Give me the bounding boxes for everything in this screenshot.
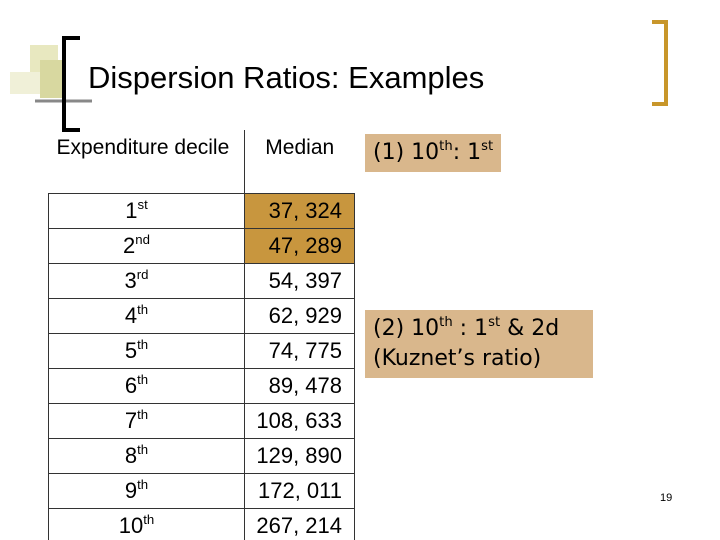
column-header: Expenditure decile	[48, 130, 245, 194]
decile-number: 7	[124, 407, 138, 433]
median-cell: 129, 890	[244, 437, 355, 474]
table-row: 7th 108, 633	[48, 402, 355, 439]
decile-number: 4	[124, 302, 138, 328]
note-line: (1) 10th: 1st	[373, 138, 493, 168]
decile-number: 10	[118, 512, 144, 538]
median-cell: 47, 289	[244, 227, 355, 264]
table-row: 1st 37, 324	[48, 192, 355, 229]
median-cell: 89, 478	[244, 367, 355, 404]
decile-cell: 5th	[48, 332, 245, 369]
note-superscript: st	[481, 138, 494, 154]
table-row: 8th 129, 890	[48, 437, 355, 474]
page-number: 19	[660, 492, 673, 504]
header-row: Expenditure decile Median	[48, 130, 355, 194]
table-row: 3rd 54, 397	[48, 262, 355, 299]
note-line: (2) 10th : 1st & 2d	[373, 314, 585, 344]
note-text: : 1	[452, 316, 489, 341]
decile-number: 1	[125, 197, 138, 223]
decile-cell: 4th	[48, 297, 245, 334]
decile-suffix: rd	[136, 266, 149, 282]
decile-number: 3	[124, 267, 137, 293]
decile-suffix: th	[137, 336, 149, 352]
decile-number: 5	[124, 337, 138, 363]
median-cell: 108, 633	[244, 402, 355, 439]
median-cell: 172, 011	[244, 472, 355, 509]
table-row: 2nd 47, 289	[48, 227, 355, 264]
decile-number: 6	[124, 372, 138, 398]
median-cell: 37, 324	[244, 192, 355, 229]
decile-number: 9	[124, 477, 138, 503]
decile-suffix: st	[137, 196, 148, 212]
decile-cell: 2nd	[48, 227, 245, 264]
decile-cell: 7th	[48, 402, 245, 439]
table-row: 4th 62, 929	[48, 297, 355, 334]
decile-number: 8	[124, 442, 138, 468]
decile-cell: 10th	[48, 507, 245, 540]
decile-suffix: th	[137, 371, 149, 387]
median-cell: 74, 775	[244, 332, 355, 369]
decile-cell: 1st	[48, 192, 245, 229]
decile-suffix: nd	[135, 231, 150, 247]
note-box: (1) 10th: 1st	[365, 134, 502, 172]
median-cell: 267, 214	[244, 507, 355, 540]
median-cell: 62, 929	[244, 297, 355, 334]
decile-suffix: th	[143, 511, 155, 527]
data-table: Expenditure decile Median 1st 37, 324 2nd 4…	[48, 130, 355, 540]
note-superscript: st	[488, 314, 501, 330]
table-row: 5th 74, 775	[48, 332, 355, 369]
note-box: (2) 10th : 1st & 2d (Kuznet’s ratio)	[365, 310, 593, 378]
slide-title: Dispersion Ratios: Examples	[88, 60, 485, 95]
decile-suffix: th	[137, 301, 149, 317]
decile-cell: 9th	[48, 472, 245, 509]
decile-cell: 8th	[48, 437, 245, 474]
decile-number: 2	[123, 232, 136, 258]
note-text: (Kuznet’s ratio)	[373, 346, 542, 371]
column-header: Median	[244, 130, 355, 194]
note-text: (1) 10	[373, 140, 440, 165]
note-superscript: th	[439, 138, 453, 154]
note-line: (Kuznet’s ratio)	[373, 344, 585, 374]
decile-suffix: th	[137, 441, 149, 457]
note-text: : 1	[452, 140, 482, 165]
note-text: (2) 10	[373, 316, 440, 341]
decile-cell: 3rd	[48, 262, 245, 299]
table-row: 10th 267, 214	[48, 507, 355, 540]
median-cell: 54, 397	[244, 262, 355, 299]
note-text: & 2d	[500, 316, 560, 341]
decile-suffix: th	[137, 476, 149, 492]
decile-suffix: th	[137, 406, 149, 422]
note-superscript: th	[439, 314, 453, 330]
decile-cell: 6th	[48, 367, 245, 404]
table-row: 9th 172, 011	[48, 472, 355, 509]
table-row: 6th 89, 478	[48, 367, 355, 404]
